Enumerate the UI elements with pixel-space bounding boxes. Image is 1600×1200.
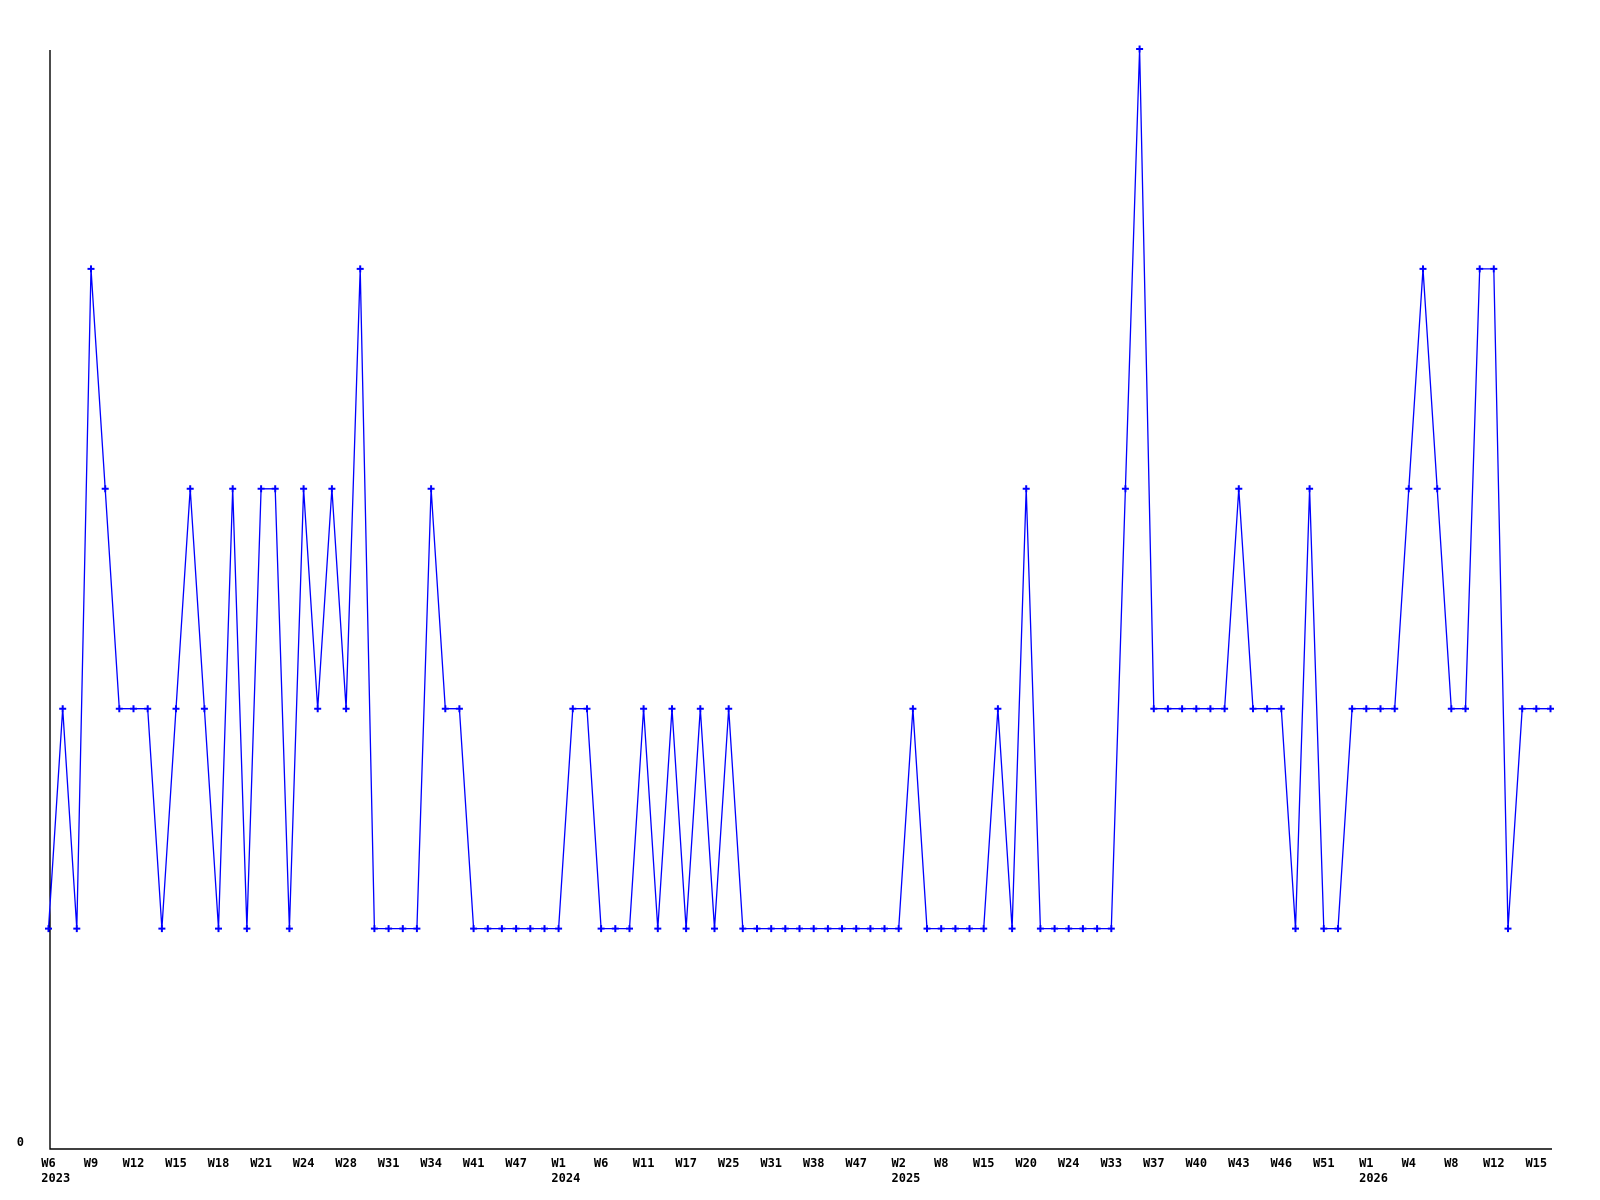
x-tick-week-label: W20 xyxy=(1015,1156,1037,1170)
x-tick-week-label: W46 xyxy=(1270,1156,1292,1170)
x-tick-week-label: W24 xyxy=(1058,1156,1080,1170)
x-tick-week-label: W1 xyxy=(551,1156,565,1170)
axis-spines xyxy=(49,50,1552,1150)
x-tick-year-label: 2024 xyxy=(551,1171,580,1185)
x-tick-week-label: W47 xyxy=(845,1156,867,1170)
x-tick-year-label: 2025 xyxy=(892,1171,921,1185)
x-tick-week-label: W12 xyxy=(1483,1156,1505,1170)
x-tick-week-label: W41 xyxy=(463,1156,485,1170)
x-tick-week-label: W1 xyxy=(1359,1156,1373,1170)
x-tick-week-label: W33 xyxy=(1100,1156,1122,1170)
x-tick-week-label: W12 xyxy=(123,1156,145,1170)
x-tick-week-label: W6 xyxy=(41,1156,55,1170)
x-tick-week-label: W31 xyxy=(378,1156,400,1170)
x-tick-week-label: W4 xyxy=(1402,1156,1416,1170)
x-tick-week-label: W15 xyxy=(1525,1156,1547,1170)
x-tick-week-label: W9 xyxy=(84,1156,98,1170)
x-tick-week-label: W28 xyxy=(335,1156,357,1170)
x-tick-week-label: W37 xyxy=(1143,1156,1165,1170)
x-tick-week-label: W8 xyxy=(1444,1156,1458,1170)
x-tick-week-label: W34 xyxy=(420,1156,442,1170)
x-tick-week-label: W11 xyxy=(633,1156,655,1170)
x-tick-year-label: 2023 xyxy=(41,1171,70,1185)
x-tick-week-label: W18 xyxy=(208,1156,230,1170)
x-tick-week-label: W15 xyxy=(165,1156,187,1170)
y-axis-tick-label: 0 xyxy=(17,1135,24,1149)
x-tick-week-label: W38 xyxy=(803,1156,825,1170)
x-tick-week-label: W15 xyxy=(973,1156,995,1170)
x-tick-week-label: W21 xyxy=(250,1156,272,1170)
x-tick-year-label: 2026 xyxy=(1359,1171,1388,1185)
x-tick-week-label: W31 xyxy=(760,1156,782,1170)
x-tick-week-label: W24 xyxy=(293,1156,315,1170)
x-tick-week-label: W17 xyxy=(675,1156,697,1170)
data-point-markers xyxy=(45,45,1554,933)
x-tick-week-label: W43 xyxy=(1228,1156,1250,1170)
x-tick-week-label: W40 xyxy=(1185,1156,1207,1170)
x-tick-week-label: W8 xyxy=(934,1156,948,1170)
x-tick-week-label: W25 xyxy=(718,1156,740,1170)
x-tick-week-label: W51 xyxy=(1313,1156,1335,1170)
x-tick-week-label: W2 xyxy=(891,1156,905,1170)
x-tick-week-label: W47 xyxy=(505,1156,527,1170)
x-tick-week-label: W6 xyxy=(594,1156,608,1170)
